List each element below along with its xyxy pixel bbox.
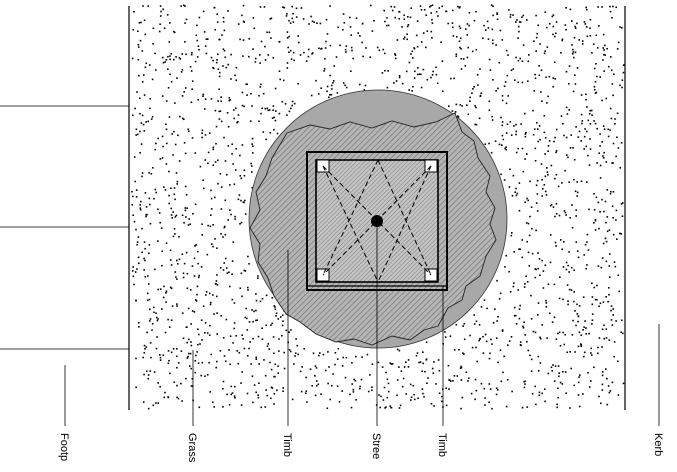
label-timber-1: Timb [281, 433, 293, 457]
label-street: Stree [370, 433, 382, 459]
label-footpath: Footp [58, 433, 70, 461]
label-timber-2: Timb [436, 433, 448, 457]
label-kerb: Kerb [652, 433, 664, 456]
label-grass: Grass [186, 433, 198, 463]
